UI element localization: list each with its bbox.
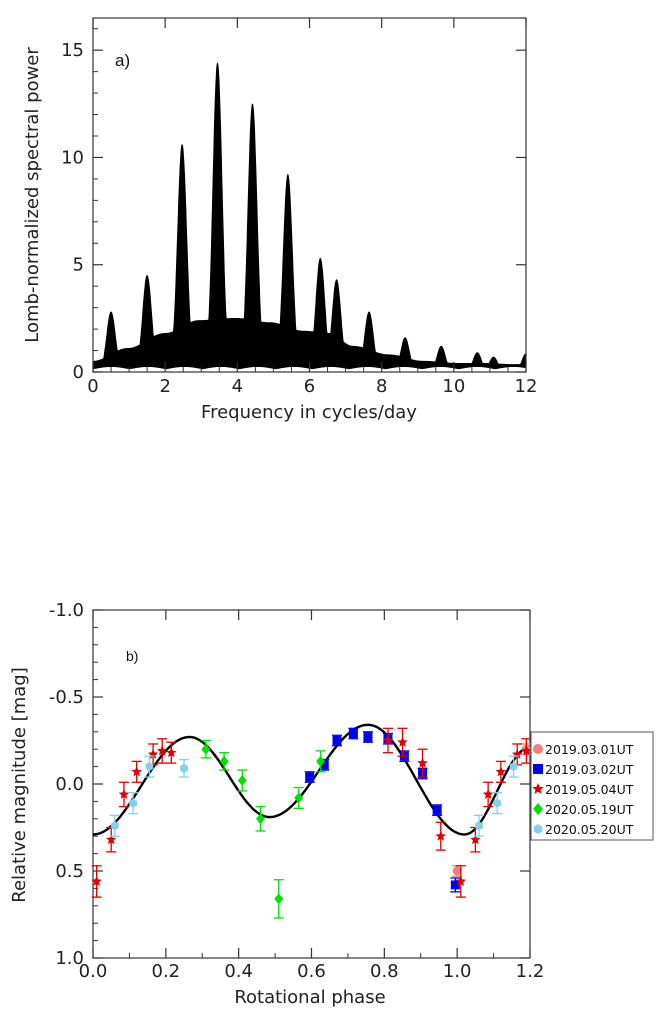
data-point — [432, 805, 442, 815]
lightcurve-y-tick-label: 0.5 — [55, 861, 84, 882]
periodogram-x-tick-label: 2 — [159, 376, 170, 397]
lightcurve-y-axis-title: Relative magnitude [mag] — [9, 667, 30, 902]
legend-marker — [533, 744, 543, 754]
periodogram-panel-label: a) — [115, 51, 130, 70]
data-point — [201, 743, 211, 755]
data-point — [332, 736, 342, 745]
data-point — [166, 747, 177, 758]
series-star — [91, 727, 532, 898]
periodogram-y-tick-label: 0 — [73, 362, 84, 383]
periodogram-x-tick-label: 10 — [442, 376, 465, 397]
series-circle — [452, 743, 532, 877]
legend-marker — [533, 764, 543, 774]
legend-entry-label: 2019.05.04UT — [545, 782, 634, 797]
data-point — [131, 766, 142, 777]
data-point — [397, 736, 408, 747]
lightcurve-x-axis-title: Rotational phase — [234, 987, 385, 1008]
periodogram-ticks: 0 2 4 6 8 10 12 0 5 10 15 — [61, 18, 537, 397]
data-point — [417, 757, 428, 768]
data-point — [495, 766, 507, 777]
data-point — [319, 760, 329, 770]
lightcurve-y-tick-label: -0.5 — [49, 687, 84, 708]
lightcurve-fit-curve — [92, 723, 531, 836]
lightcurve-legend: 2019.03.01UT 2019.03.02UT 2019.05.04UT 2020… — [530, 731, 654, 841]
data-point — [435, 830, 446, 841]
lightcurve-panel-label: b) — [126, 648, 138, 664]
legend-entry-label: 2020.05.19UT — [545, 802, 634, 817]
data-point — [219, 755, 229, 767]
lightcurve-x-tick-label: 0.0 — [79, 961, 108, 982]
periodogram-y-axis-title: Lomb-normalized spectral power — [22, 47, 43, 343]
legend-entry-label: 2019.03.01UT — [545, 742, 634, 757]
data-point — [382, 735, 394, 745]
periodogram-y-tick-label: 10 — [61, 147, 84, 168]
data-point — [256, 813, 266, 825]
legend-entry-label: 2019.03.02UT — [545, 762, 634, 777]
periodogram-x-tick-label: 12 — [515, 376, 538, 397]
data-point — [274, 893, 284, 905]
legend-marker — [532, 783, 544, 794]
periodogram-y-tick-label: 15 — [61, 40, 84, 61]
series-square — [304, 727, 461, 893]
data-point — [129, 798, 137, 808]
series-diamond — [200, 739, 326, 919]
periodogram-x-tick-label: 8 — [376, 376, 387, 397]
periodogram-x-axis-title: Frequency in cycles/day — [201, 402, 417, 423]
lightcurve-frame — [92, 609, 531, 959]
data-point — [157, 745, 168, 756]
data-point — [521, 745, 532, 756]
data-point — [305, 772, 315, 782]
lightcurve-x-tick-label: 1.2 — [516, 961, 545, 982]
lightcurve-y-tick-label: 0.0 — [55, 774, 84, 795]
fit-curve-line — [92, 723, 531, 836]
data-point — [348, 729, 358, 739]
data-point — [452, 866, 462, 876]
legend-box — [530, 731, 654, 841]
lightcurve-y-tick-label: -1.0 — [49, 600, 84, 621]
data-point — [450, 880, 460, 890]
data-point — [509, 762, 518, 772]
data-point — [145, 762, 154, 772]
lightcurve-y-tick-label: 1.0 — [55, 948, 84, 969]
lightcurve-points — [91, 727, 532, 919]
data-point — [91, 875, 102, 886]
data-point — [470, 834, 481, 845]
periodogram-x-tick-label: 4 — [232, 376, 243, 397]
data-point — [455, 875, 466, 886]
lightcurve-x-tick-label: 0.8 — [370, 961, 399, 982]
legend-marker — [533, 803, 543, 815]
data-point — [111, 821, 119, 831]
lightcurve-x-tick-label: 0.6 — [297, 961, 326, 982]
data-point — [493, 798, 502, 808]
series-hexagon — [109, 755, 519, 837]
data-point — [118, 788, 130, 799]
legend-marker — [533, 824, 543, 834]
data-point — [482, 788, 494, 799]
data-point — [316, 755, 326, 767]
periodogram-x-tick-label: 0 — [87, 376, 98, 397]
lightcurve-x-tick-label: 0.2 — [152, 961, 181, 982]
periodogram-x-tick-label: 6 — [304, 376, 315, 397]
lightcurve-x-tick-label: 0.4 — [224, 961, 253, 982]
data-point — [180, 763, 188, 773]
lightcurve-ticks: 0.0 0.2 0.4 0.6 0.8 1.0 1.2 -1.0 -0.5 0.0 0.5 1.0 — [49, 600, 544, 982]
data-point — [106, 834, 117, 845]
lightcurve-x-tick-label: 1.0 — [443, 961, 472, 982]
periodogram-y-tick-label: 5 — [73, 255, 84, 276]
data-point — [237, 775, 247, 787]
data-point — [475, 821, 483, 831]
data-point — [294, 792, 304, 804]
data-point — [363, 732, 373, 742]
legend-entry-label: 2020.05.20UT — [545, 822, 634, 837]
periodogram-chart: 0 2 4 6 8 10 12 0 5 10 15 a) Frequency in cycles/d… — [22, 17, 537, 423]
